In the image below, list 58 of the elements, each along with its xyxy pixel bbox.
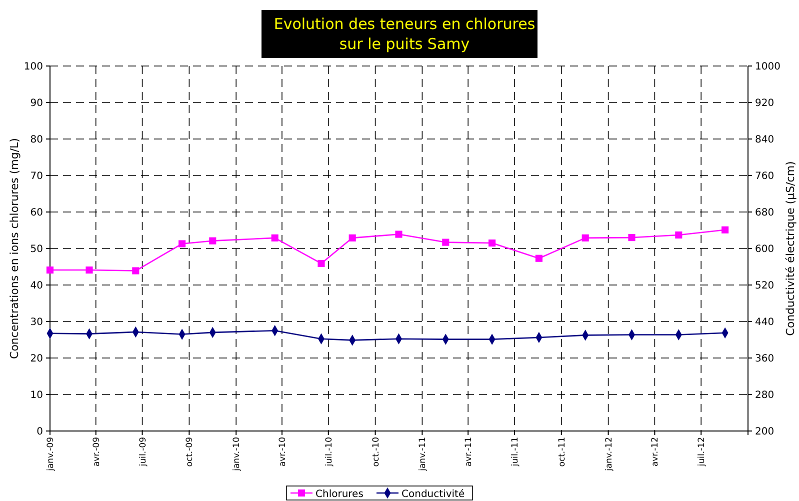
- y2-tick-label: 360: [755, 354, 774, 364]
- y-tick-label: 90: [30, 98, 43, 109]
- y2-tick-label: 600: [755, 244, 774, 255]
- point: [318, 260, 325, 267]
- y2-tick-label: 1000: [755, 62, 780, 72]
- y-tick-label: 40: [30, 280, 43, 292]
- x-tick-label: avr.-10: [278, 437, 288, 467]
- point: [722, 226, 729, 234]
- point: [582, 234, 589, 242]
- point: [209, 237, 216, 244]
- y-axis-title: Concentrations en ions chlorures (mg/L): [8, 138, 21, 359]
- x-tick-label: avr.-12: [650, 437, 661, 467]
- x-tick-label: juil.-10: [324, 437, 334, 468]
- y2-tick-label: 280: [755, 390, 774, 401]
- y2-tick-label: 440: [755, 317, 774, 328]
- y-tick-label: 80: [30, 134, 43, 146]
- y2-axis-title: Conductivité électrique (µS/cm): [784, 161, 797, 336]
- x-tick-label: oct.-09: [185, 437, 196, 467]
- x-tick-label: janv.-10: [232, 437, 242, 472]
- y2-tick-label: 520: [755, 280, 774, 292]
- chart-title: Evolution des teneurs en chlorures sur le puits Samy: [274, 15, 536, 53]
- x-tick-label: oct.-10: [371, 437, 382, 467]
- y2-tick-label: 200: [755, 426, 774, 438]
- x-tick-label: juil.-12: [697, 437, 708, 468]
- x-tick-label: avr.-09: [92, 437, 102, 467]
- legend-label: Chlorures: [316, 489, 364, 500]
- y-tick-label: 100: [24, 62, 43, 72]
- point: [488, 239, 496, 247]
- point: [271, 234, 278, 242]
- y-tick-label: 70: [30, 171, 43, 182]
- point: [348, 234, 356, 242]
- x-tick-label: juil.-11: [510, 437, 520, 468]
- point: [442, 238, 450, 246]
- y2-tick-label: 760: [755, 171, 774, 182]
- point: [628, 234, 636, 242]
- x-tick-label: janv.-09: [46, 437, 56, 472]
- y-tick-label: 0: [36, 426, 43, 438]
- x-tick-label: juil.-09: [138, 437, 148, 468]
- legend-label: Conductivité: [402, 489, 465, 500]
- y-tick-label: 60: [30, 208, 43, 218]
- point: [178, 240, 186, 248]
- point: [86, 266, 93, 274]
- x-tick-label: janv.-11: [418, 437, 428, 472]
- point: [675, 231, 682, 239]
- y2-tick-label: 920: [755, 98, 774, 109]
- y-tick-label: 10: [30, 390, 43, 401]
- y2-tick-label: 840: [755, 134, 774, 146]
- point: [46, 266, 54, 274]
- x-tick-label: oct.-11: [557, 437, 568, 467]
- y-tick-label: 50: [30, 244, 43, 255]
- y-tick-label: 30: [30, 317, 43, 328]
- point: [132, 267, 140, 274]
- y2-tick-label: 680: [755, 208, 774, 218]
- y-tick-label: 20: [30, 354, 43, 364]
- point: [535, 254, 542, 262]
- point: [395, 230, 402, 238]
- x-tick-label: avr.-11: [464, 437, 474, 467]
- x-tick-label: janv.-12: [604, 437, 614, 472]
